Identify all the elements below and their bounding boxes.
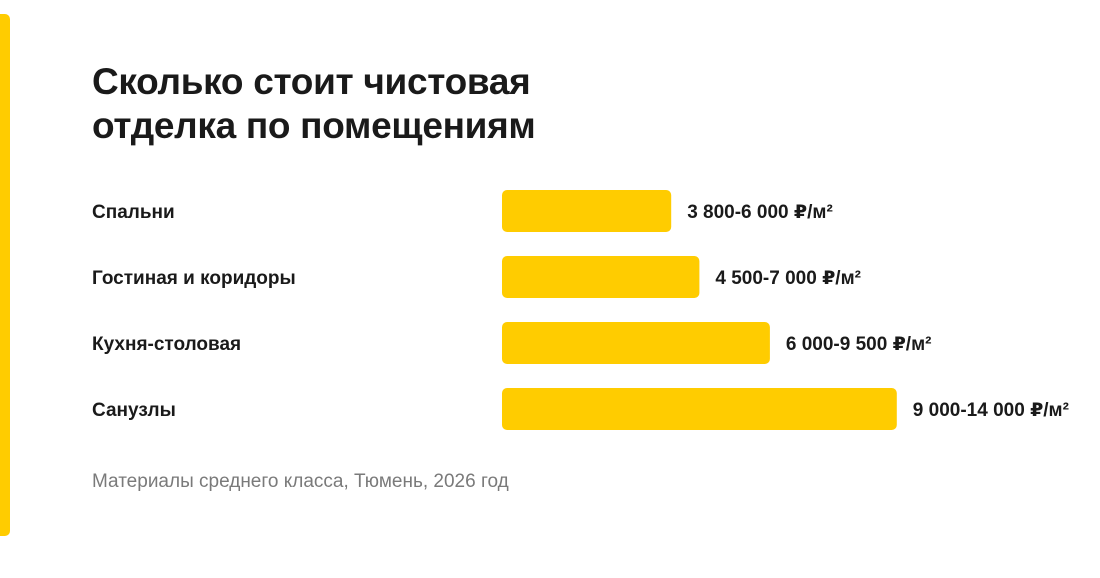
category-label: Кухня-столовая — [92, 334, 241, 355]
bar — [502, 388, 897, 430]
category-label: Спальни — [92, 202, 175, 223]
chart-title: Сколько стоит чистовая отделка по помеще… — [92, 60, 536, 148]
bar — [502, 256, 700, 298]
category-label: Гостиная и коридоры — [92, 268, 296, 289]
chart-footnote: Материалы среднего класса, Тюмень, 2026 … — [92, 471, 509, 492]
data-label: 6 000-9 500 ₽/м² — [786, 334, 932, 355]
accent-bar — [0, 14, 10, 536]
chart-title-line-2: отделка по помещениям — [92, 105, 536, 146]
chart-title-line-1: Сколько стоит чистовая — [92, 61, 531, 102]
data-label: 3 800-6 000 ₽/м² — [687, 202, 833, 223]
bar — [502, 190, 672, 232]
data-label: 9 000-14 000 ₽/м² — [913, 400, 1069, 421]
data-label: 4 500-7 000 ₽/м² — [715, 268, 861, 289]
bar — [502, 322, 770, 364]
category-label: Санузлы — [92, 400, 176, 421]
